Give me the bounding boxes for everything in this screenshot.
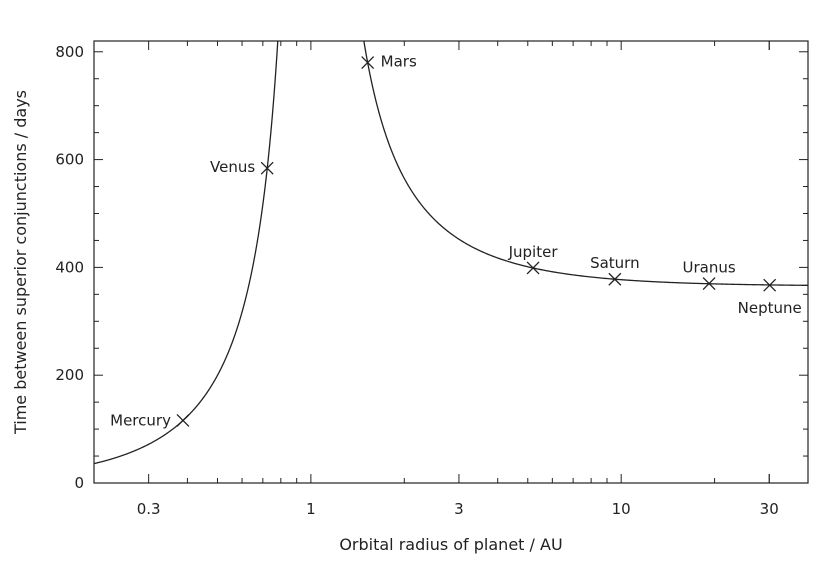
synodic-curve [94, 41, 808, 465]
y-axis-label: Time between superior conjunctions / day… [11, 90, 30, 435]
label-jupiter: Jupiter [508, 243, 559, 261]
x-tick-label: 10 [612, 500, 631, 518]
y-tick-label: 600 [55, 151, 84, 169]
curve-line [94, 41, 279, 465]
x-tick-label: 0.3 [137, 500, 161, 518]
marker-mars [361, 56, 375, 70]
plot-frame [93, 40, 809, 484]
x-tick-label: 30 [760, 500, 779, 518]
marker-saturn [608, 272, 622, 286]
y-tick-label: 0 [74, 474, 84, 492]
marker-mercury [176, 414, 190, 427]
y-tick-label: 400 [55, 258, 84, 276]
planet-labels: Mercury Venus Mars Jupiter Saturn Uranus Neptu… [110, 53, 802, 430]
label-venus: Venus [210, 158, 255, 176]
axis-ticks [93, 41, 809, 484]
label-mercury: Mercury [110, 411, 171, 429]
x-tick-label: 3 [454, 500, 464, 518]
label-uranus: Uranus [683, 259, 736, 277]
curve-line [363, 41, 808, 286]
label-mars: Mars [381, 53, 417, 71]
tick-labels: 0 200 400 600 800 0.3 1 3 10 30 [55, 43, 778, 518]
x-tick-label: 1 [306, 500, 316, 518]
marker-neptune [763, 278, 777, 292]
label-neptune: Neptune [738, 299, 802, 317]
y-tick-label: 200 [55, 366, 84, 384]
marker-venus [260, 161, 274, 175]
marker-uranus [702, 277, 716, 291]
marker-jupiter [526, 261, 540, 275]
planet-markers [176, 56, 777, 427]
x-axis-label: Orbital radius of planet / AU [339, 535, 562, 554]
y-tick-label: 800 [55, 43, 84, 61]
label-saturn: Saturn [590, 254, 640, 272]
